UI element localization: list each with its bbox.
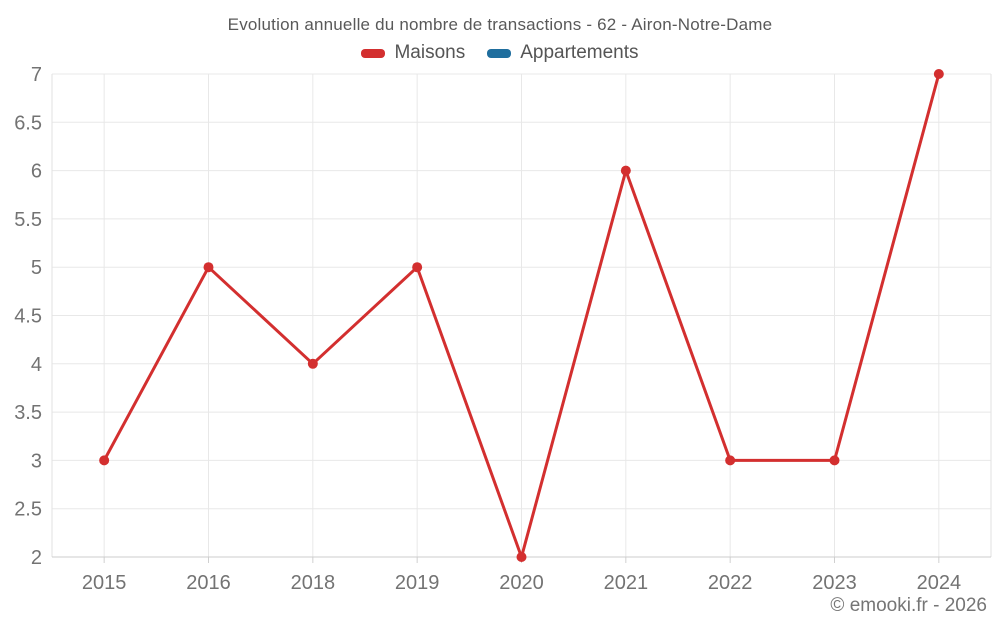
watermark-copyright: © emooki.fr - 2026 <box>830 595 987 616</box>
svg-text:2020: 2020 <box>499 572 544 594</box>
svg-text:2019: 2019 <box>395 572 440 594</box>
legend-item-maisons[interactable]: Maisons <box>361 42 465 64</box>
svg-text:6.5: 6.5 <box>14 112 42 134</box>
legend-swatch-maisons-icon <box>361 48 386 58</box>
svg-text:5.5: 5.5 <box>14 209 42 231</box>
legend-label-appartements: Appartements <box>520 42 639 63</box>
svg-text:3: 3 <box>31 450 42 472</box>
legend: Maisons Appartements <box>0 42 1000 64</box>
svg-text:2016: 2016 <box>186 572 231 594</box>
svg-text:6: 6 <box>31 161 42 183</box>
legend-label-maisons: Maisons <box>394 42 466 63</box>
chart-title: Evolution annuelle du nombre de transact… <box>227 15 773 34</box>
svg-text:2.5: 2.5 <box>14 499 42 521</box>
svg-text:7: 7 <box>31 64 42 86</box>
svg-text:2018: 2018 <box>291 572 336 594</box>
svg-text:2021: 2021 <box>604 572 649 594</box>
svg-text:2: 2 <box>31 547 42 569</box>
svg-text:4: 4 <box>31 354 42 376</box>
legend-item-appartements[interactable]: Appartements <box>487 42 639 64</box>
svg-text:2015: 2015 <box>82 572 127 594</box>
svg-text:4.5: 4.5 <box>14 306 42 328</box>
svg-text:2024: 2024 <box>917 572 962 594</box>
legend-swatch-appartements-icon <box>487 48 512 58</box>
svg-text:2022: 2022 <box>708 572 753 594</box>
svg-text:3.5: 3.5 <box>14 402 42 424</box>
svg-text:2023: 2023 <box>812 572 857 594</box>
svg-text:5: 5 <box>31 257 42 279</box>
